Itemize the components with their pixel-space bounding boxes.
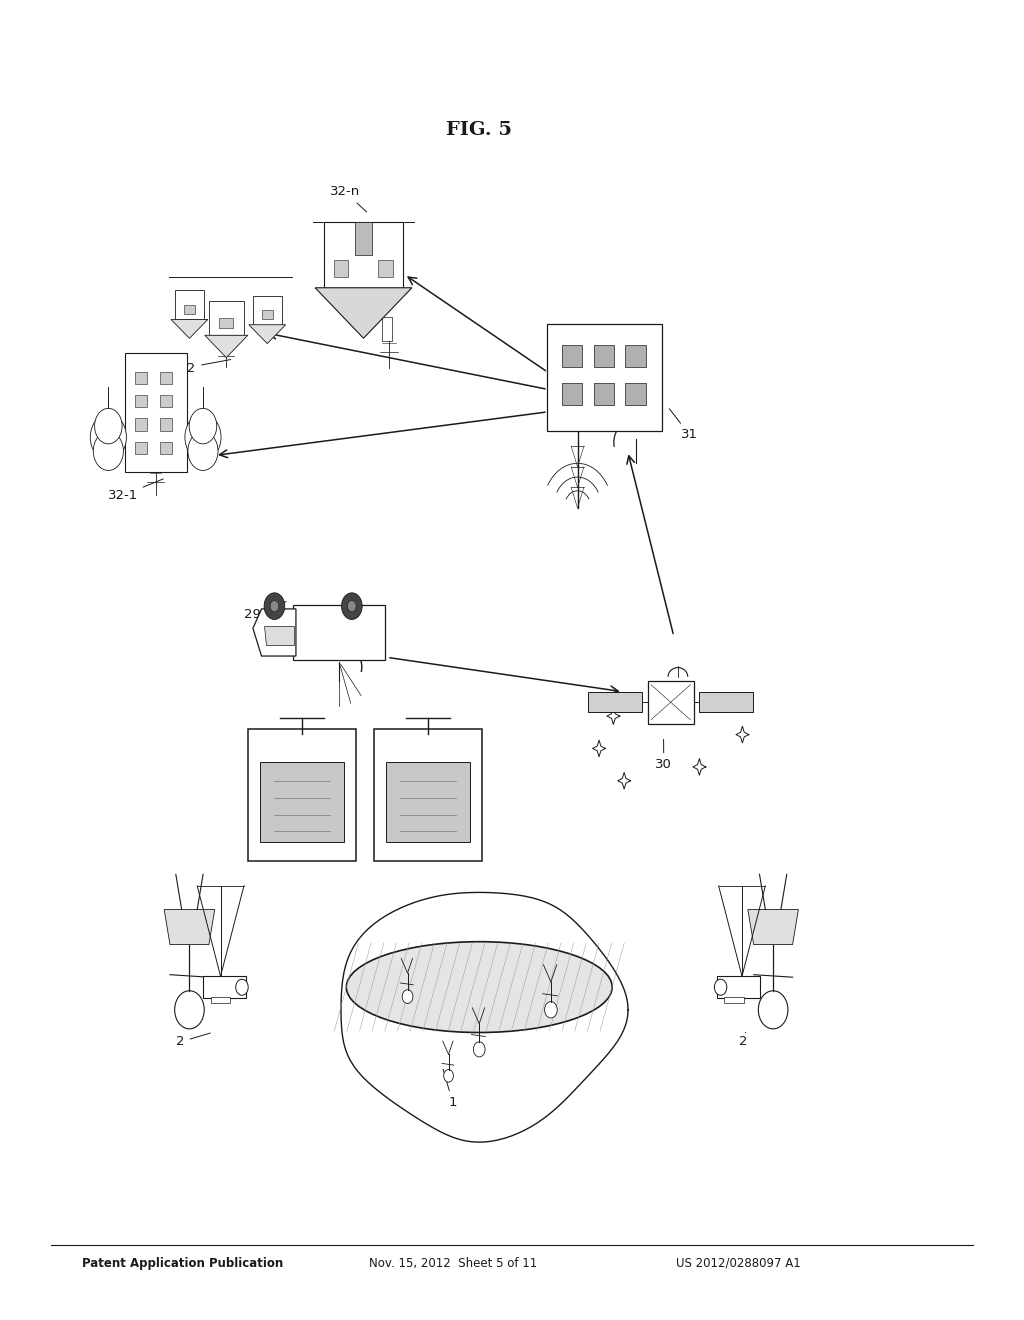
Circle shape <box>90 414 126 461</box>
Bar <box>594 383 613 405</box>
Text: US 2012/0288097 A1: US 2012/0288097 A1 <box>676 1257 801 1270</box>
Bar <box>699 692 754 713</box>
Text: 32-1: 32-1 <box>108 479 163 502</box>
Circle shape <box>189 408 217 444</box>
Bar <box>135 372 147 384</box>
Circle shape <box>545 1002 557 1018</box>
Circle shape <box>185 414 221 461</box>
Bar <box>725 998 743 1003</box>
Polygon shape <box>264 626 294 645</box>
Bar <box>561 346 582 367</box>
FancyBboxPatch shape <box>547 325 662 430</box>
FancyBboxPatch shape <box>203 977 246 998</box>
Bar <box>588 692 642 713</box>
Polygon shape <box>253 609 296 656</box>
Bar <box>325 223 402 288</box>
Bar <box>135 395 147 408</box>
Text: 4: 4 <box>411 777 446 791</box>
Bar <box>594 346 613 367</box>
Bar <box>219 318 233 329</box>
Circle shape <box>759 991 787 1028</box>
Bar <box>355 222 372 255</box>
Polygon shape <box>164 909 215 945</box>
Text: Patent Application Publication: Patent Application Publication <box>82 1257 284 1270</box>
Bar <box>183 305 196 314</box>
FancyBboxPatch shape <box>386 762 470 842</box>
FancyBboxPatch shape <box>648 681 693 723</box>
Bar <box>253 296 282 325</box>
Text: 2: 2 <box>739 1032 748 1048</box>
Bar <box>160 395 172 408</box>
Circle shape <box>347 601 356 611</box>
Bar <box>209 301 244 335</box>
FancyBboxPatch shape <box>125 352 186 471</box>
Circle shape <box>270 601 279 611</box>
Polygon shape <box>171 319 208 338</box>
Circle shape <box>443 1069 454 1082</box>
FancyBboxPatch shape <box>248 729 356 861</box>
Bar <box>561 383 582 405</box>
Bar <box>382 317 392 341</box>
Circle shape <box>175 991 204 1028</box>
Bar <box>160 442 172 454</box>
Bar <box>626 346 646 367</box>
Text: 3: 3 <box>254 777 282 791</box>
Bar <box>175 290 204 319</box>
Text: 32-n: 32-n <box>330 185 367 213</box>
Text: 31: 31 <box>670 409 698 441</box>
FancyBboxPatch shape <box>293 605 385 660</box>
Text: 1: 1 <box>443 1069 457 1109</box>
Circle shape <box>342 593 362 619</box>
Polygon shape <box>748 909 799 945</box>
FancyBboxPatch shape <box>260 762 344 842</box>
Text: 30: 30 <box>655 739 672 771</box>
Circle shape <box>402 990 413 1003</box>
Bar <box>334 260 348 277</box>
Circle shape <box>93 432 123 470</box>
Circle shape <box>264 593 285 619</box>
Circle shape <box>715 979 727 995</box>
FancyBboxPatch shape <box>374 729 482 861</box>
Circle shape <box>188 432 218 470</box>
Text: 29: 29 <box>244 602 286 620</box>
Bar <box>160 418 172 430</box>
Bar <box>261 310 273 319</box>
Bar <box>626 383 646 405</box>
FancyBboxPatch shape <box>717 977 760 998</box>
Polygon shape <box>205 335 248 358</box>
Bar <box>160 372 172 384</box>
Bar <box>135 442 147 454</box>
Polygon shape <box>315 288 412 338</box>
Bar <box>378 260 393 277</box>
Circle shape <box>473 1041 485 1057</box>
Bar <box>135 418 147 430</box>
Ellipse shape <box>346 941 612 1032</box>
Circle shape <box>236 979 248 995</box>
Polygon shape <box>249 325 286 343</box>
Circle shape <box>94 408 122 444</box>
Bar <box>211 998 230 1003</box>
Text: 32-2: 32-2 <box>166 359 230 375</box>
Text: 2: 2 <box>176 1034 210 1048</box>
Text: FIG. 5: FIG. 5 <box>446 121 512 140</box>
Text: Nov. 15, 2012  Sheet 5 of 11: Nov. 15, 2012 Sheet 5 of 11 <box>369 1257 537 1270</box>
